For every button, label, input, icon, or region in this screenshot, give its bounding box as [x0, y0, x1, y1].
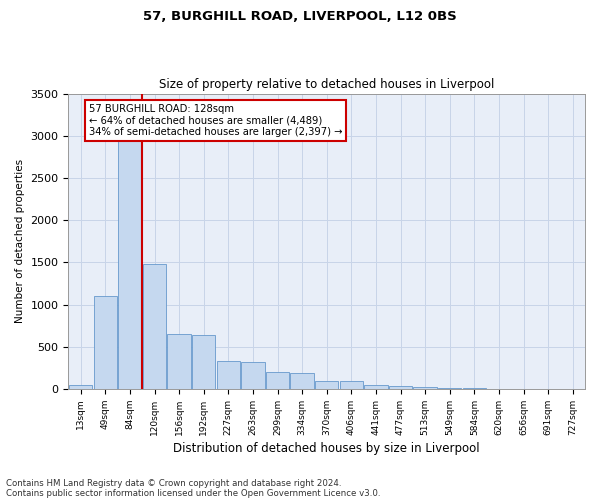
Text: 57, BURGHILL ROAD, LIVERPOOL, L12 0BS: 57, BURGHILL ROAD, LIVERPOOL, L12 0BS: [143, 10, 457, 23]
Y-axis label: Number of detached properties: Number of detached properties: [15, 159, 25, 324]
X-axis label: Distribution of detached houses by size in Liverpool: Distribution of detached houses by size …: [173, 442, 480, 455]
Bar: [192, 335, 215, 389]
Text: Contains HM Land Registry data © Crown copyright and database right 2024.: Contains HM Land Registry data © Crown c…: [6, 478, 341, 488]
Bar: [69, 384, 92, 389]
Bar: [364, 384, 388, 389]
Bar: [413, 388, 437, 389]
Bar: [389, 386, 412, 389]
Bar: [241, 362, 265, 389]
Title: Size of property relative to detached houses in Liverpool: Size of property relative to detached ho…: [159, 78, 494, 91]
Text: 57 BURGHILL ROAD: 128sqm
← 64% of detached houses are smaller (4,489)
34% of sem: 57 BURGHILL ROAD: 128sqm ← 64% of detach…: [89, 104, 342, 137]
Bar: [340, 381, 363, 389]
Bar: [438, 388, 461, 389]
Bar: [167, 334, 191, 389]
Bar: [290, 373, 314, 389]
Bar: [463, 388, 486, 389]
Bar: [143, 264, 166, 389]
Bar: [94, 296, 117, 389]
Text: Contains public sector information licensed under the Open Government Licence v3: Contains public sector information licen…: [6, 488, 380, 498]
Bar: [266, 372, 289, 389]
Bar: [217, 361, 240, 389]
Bar: [118, 132, 142, 389]
Bar: [315, 380, 338, 389]
